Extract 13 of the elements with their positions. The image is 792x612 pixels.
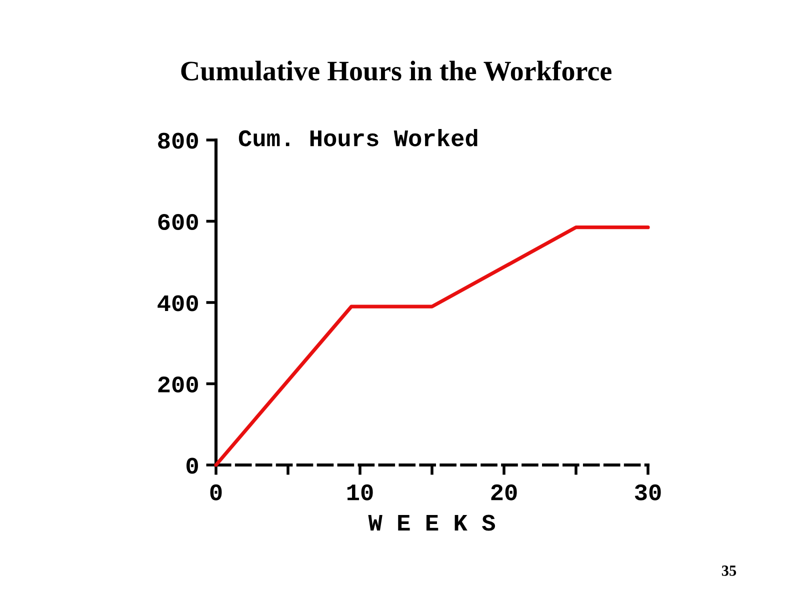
x-tick-label: 0 (210, 484, 222, 500)
chart-title: Cumulative Hours in the Workforce (181, 60, 612, 81)
y-tick-label: 200 (158, 376, 198, 393)
x-axis-title: W E E K S (368, 514, 496, 531)
x-tick-label: 30 (634, 484, 661, 500)
y-tick-label: 600 (158, 214, 198, 230)
y-tick-label: 400 (158, 295, 198, 312)
y-axis-title: Cum. Hours Worked (238, 128, 478, 146)
y-tick-label: 0 (186, 458, 198, 474)
x-tick-label: 20 (491, 484, 517, 500)
text: 35 (722, 566, 736, 576)
x-tick-label: 10 (347, 484, 373, 500)
y-tick-label: 800 (158, 132, 198, 149)
